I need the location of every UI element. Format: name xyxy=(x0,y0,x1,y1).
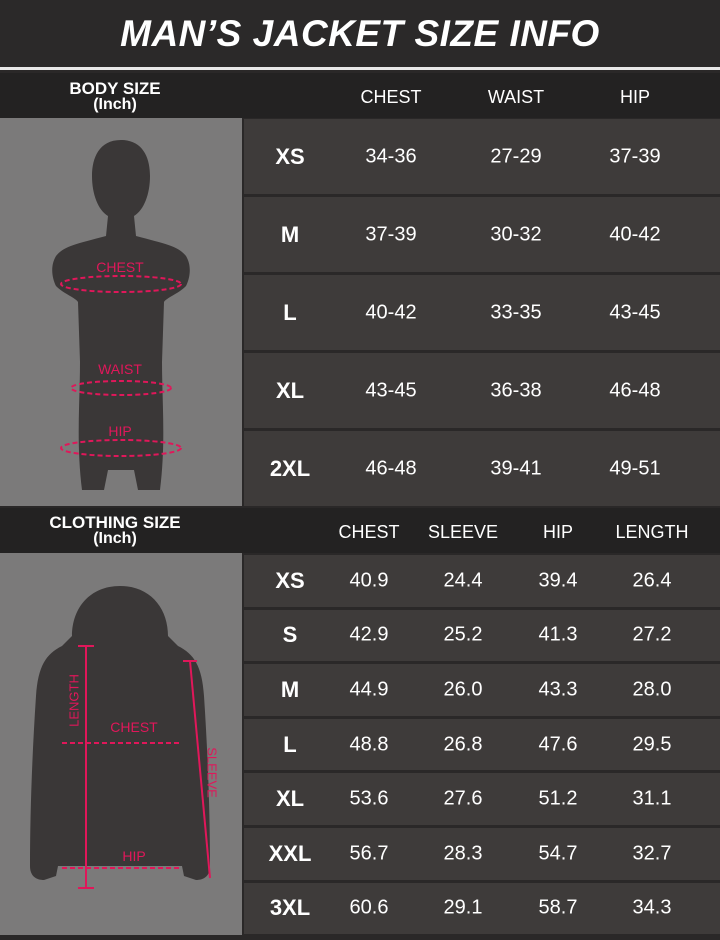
table-row: XL 43-45 36-38 46-48 xyxy=(244,353,720,428)
size-label: 2XL xyxy=(269,455,311,481)
col-hip: HIP xyxy=(619,87,651,107)
diagram-chest-label: CHEST xyxy=(110,719,158,735)
table-cell: 37-39 xyxy=(609,145,661,167)
table-cell: 43.3 xyxy=(538,678,578,701)
table-row: S 42.9 25.2 41.3 27.2 xyxy=(244,609,720,662)
col-hip: HIP xyxy=(542,522,574,542)
table-cell: 54.7 xyxy=(538,842,578,865)
table-row: L 48.8 26.8 47.6 29.5 xyxy=(244,718,720,771)
size-label: M xyxy=(280,676,300,702)
table-row: XS 40.9 24.4 39.4 26.4 xyxy=(244,555,720,607)
table-row: 2XL 46-48 39-41 49-51 xyxy=(244,431,720,506)
size-label: XS xyxy=(275,567,305,593)
body-silhouette-icon xyxy=(52,140,190,490)
size-label: XXL xyxy=(268,840,312,866)
table-cell: 34-36 xyxy=(365,145,417,167)
table-cell: 40-42 xyxy=(609,223,661,245)
col-waist: WAIST xyxy=(487,87,545,107)
size-label: M xyxy=(280,221,300,247)
size-label: XL xyxy=(275,377,305,403)
table-cell: 51.2 xyxy=(538,787,578,810)
table-row: XS 34-36 27-29 37-39 xyxy=(244,119,720,194)
table-cell: 32.7 xyxy=(632,842,672,865)
diagram-length-label: LENGTH xyxy=(66,674,82,727)
table-cell: 56.7 xyxy=(349,842,389,865)
table-cell: 27.2 xyxy=(632,623,672,646)
body-size-header: BODY SIZE (Inch) CHEST WAIST HIP xyxy=(0,73,720,118)
col-chest: CHEST xyxy=(360,87,422,107)
diagram-chest-label: CHEST xyxy=(96,259,144,275)
diagram-hip-label: HIP xyxy=(108,423,132,439)
table-cell: 39.4 xyxy=(538,569,578,592)
clothing-size-unit: (Inch) xyxy=(93,530,137,547)
table-cell: 27.6 xyxy=(443,787,483,810)
table-cell: 39-41 xyxy=(490,457,542,479)
body-size-unit: (Inch) xyxy=(93,96,137,113)
col-sleeve: SLEEVE xyxy=(427,522,499,542)
diagram-sleeve-label: SLEEVE xyxy=(204,747,220,798)
table-cell: 43-45 xyxy=(365,379,417,401)
table-cell: 43-45 xyxy=(609,301,661,323)
diagram-waist-label: WAIST xyxy=(98,361,142,377)
table-cell: 41.3 xyxy=(538,623,578,646)
jacket-diagram-panel: LENGTH CHEST SLEEVE HIP xyxy=(0,553,242,935)
table-cell: 28.0 xyxy=(632,678,672,701)
clothing-size-label: CLOTHING SIZE xyxy=(49,513,181,532)
table-row: M 37-39 30-32 40-42 xyxy=(244,197,720,272)
table-cell: 49-51 xyxy=(609,457,661,479)
body-size-label: BODY SIZE xyxy=(69,79,161,98)
size-label: S xyxy=(282,622,298,648)
table-row: 3XL 60.6 29.1 58.7 34.3 xyxy=(244,882,720,935)
table-row: M 44.9 26.0 43.3 28.0 xyxy=(244,664,720,716)
page-title: MAN’S JACKET SIZE INFO xyxy=(0,0,720,70)
table-cell: 31.1 xyxy=(632,787,672,810)
table-cell: 25.2 xyxy=(443,623,483,646)
table-cell: 34.3 xyxy=(632,896,672,919)
table-cell: 48.8 xyxy=(349,733,389,756)
table-cell: 28.3 xyxy=(443,842,483,865)
size-label: L xyxy=(283,731,297,757)
table-cell: 29.5 xyxy=(632,733,672,756)
table-cell: 37-39 xyxy=(365,223,417,245)
size-label: 3XL xyxy=(269,895,311,921)
jacket-silhouette-icon xyxy=(30,586,211,889)
table-cell: 53.6 xyxy=(349,787,389,810)
body-diagram-panel: CHEST WAIST HIP xyxy=(0,118,242,506)
table-cell: 26.4 xyxy=(632,569,672,592)
table-cell: 44.9 xyxy=(349,678,389,701)
table-cell: 30-32 xyxy=(490,223,542,245)
col-chest: CHEST xyxy=(338,522,400,542)
col-length: LENGTH xyxy=(615,522,689,542)
size-label: XS xyxy=(275,143,305,169)
table-cell: 46-48 xyxy=(365,457,417,479)
size-label: XL xyxy=(275,786,305,812)
table-cell: 47.6 xyxy=(538,733,578,756)
table-cell: 42.9 xyxy=(349,623,389,646)
table-cell: 58.7 xyxy=(538,896,578,919)
table-cell: 46-48 xyxy=(609,379,661,401)
table-cell: 36-38 xyxy=(490,379,542,401)
diagram-hip-label: HIP xyxy=(122,848,146,864)
table-cell: 26.0 xyxy=(443,678,483,701)
table-cell: 26.8 xyxy=(443,733,483,756)
table-cell: 24.4 xyxy=(443,569,483,592)
table-cell: 29.1 xyxy=(443,896,483,919)
table-row: L 40-42 33-35 43-45 xyxy=(244,275,720,350)
size-label: L xyxy=(283,299,297,325)
table-cell: 40-42 xyxy=(365,301,417,323)
table-row: XL 53.6 27.6 51.2 31.1 xyxy=(244,773,720,825)
clothing-size-header: CLOTHING SIZE (Inch) CHEST SLEEVE HIP LE… xyxy=(0,508,720,553)
table-cell: 27-29 xyxy=(490,145,542,167)
table-cell: 60.6 xyxy=(349,896,389,919)
table-cell: 33-35 xyxy=(490,301,542,323)
table-cell: 40.9 xyxy=(349,569,389,592)
table-row: XXL 56.7 28.3 54.7 32.7 xyxy=(244,828,720,880)
